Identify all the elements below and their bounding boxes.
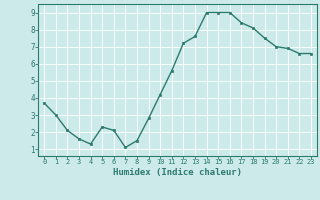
X-axis label: Humidex (Indice chaleur): Humidex (Indice chaleur): [113, 168, 242, 177]
